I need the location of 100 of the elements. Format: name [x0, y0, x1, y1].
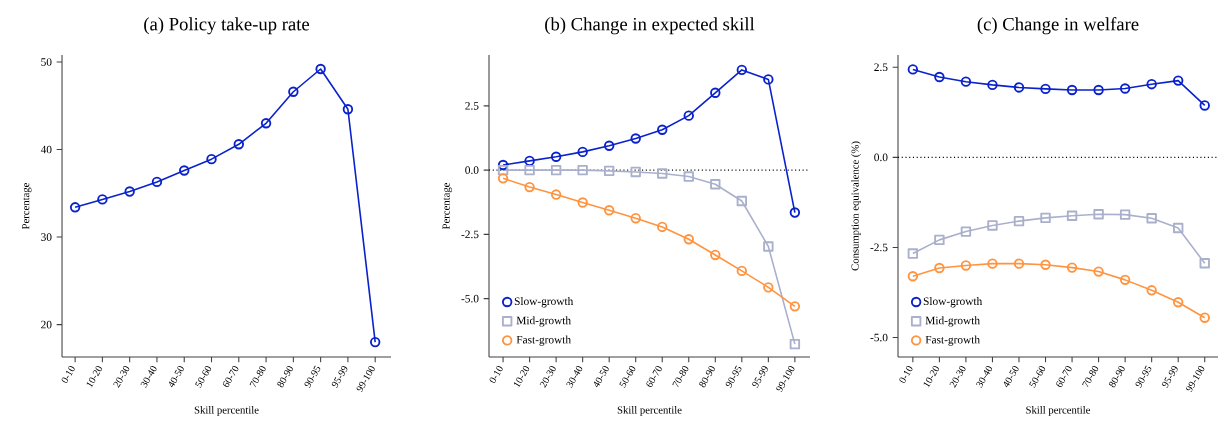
- point: [603, 140, 615, 151]
- point: [1013, 215, 1025, 227]
- point: [1146, 213, 1157, 224]
- point: [550, 151, 562, 162]
- point: [151, 176, 163, 188]
- point: [497, 159, 509, 171]
- legend-label: Mid-growth: [516, 316, 571, 327]
- point: [497, 164, 509, 176]
- point: [603, 205, 615, 216]
- point: [960, 76, 972, 87]
- chart-title: (a) Policy take-up rate: [144, 17, 310, 35]
- point: [736, 64, 748, 76]
- point: [763, 74, 774, 85]
- y-tick-label: 30: [41, 233, 52, 241]
- y-tick-label: 40: [40, 145, 52, 154]
- point: [630, 166, 641, 178]
- point: [1172, 222, 1184, 234]
- point: [960, 226, 972, 237]
- y-tick-label: 50: [41, 58, 52, 66]
- y-axis-title: Percentage: [442, 182, 452, 230]
- point: [577, 164, 588, 176]
- x-axis-title: Skill percentile: [1026, 406, 1091, 416]
- point: [1119, 83, 1131, 94]
- point: [683, 234, 694, 245]
- point: [657, 221, 668, 233]
- point: [1146, 78, 1157, 90]
- y-axis-title: Percentage: [22, 182, 32, 230]
- point: [987, 258, 998, 269]
- legend-label: Fast-growth: [516, 335, 571, 346]
- y-tick-label: 20: [41, 320, 52, 329]
- point: [1146, 285, 1157, 296]
- x-axis-title: Skill percentile: [194, 406, 259, 416]
- point: [603, 165, 615, 177]
- point: [987, 220, 998, 231]
- y-tick-label: 2.5: [874, 63, 888, 72]
- point: [960, 260, 972, 271]
- point: [934, 262, 945, 274]
- point: [907, 248, 919, 259]
- point: [97, 194, 108, 205]
- point: [1119, 274, 1131, 286]
- point: [630, 133, 641, 144]
- point: [1013, 82, 1025, 93]
- point: [550, 189, 562, 200]
- point: [710, 87, 721, 98]
- point: [524, 164, 535, 176]
- point: [657, 124, 668, 135]
- point: [260, 118, 272, 129]
- chart-title: (b) Change in expected skill: [545, 17, 755, 35]
- point: [206, 153, 217, 165]
- point: [1040, 259, 1051, 270]
- y-tick-label: 0.0: [874, 153, 888, 162]
- point: [1172, 297, 1184, 308]
- point: [124, 186, 135, 197]
- point: [789, 338, 801, 350]
- point: [1040, 83, 1051, 95]
- point: [987, 79, 998, 91]
- point: [710, 179, 721, 190]
- point: [342, 104, 354, 115]
- point: [1199, 258, 1210, 269]
- point: [577, 197, 588, 208]
- point: [1172, 75, 1184, 86]
- point: [1040, 212, 1051, 224]
- x-tick-label: 0-10: [61, 365, 75, 383]
- point: [1066, 210, 1078, 221]
- y-tick-label: 0.0: [465, 166, 479, 174]
- point: [1013, 258, 1025, 269]
- point: [683, 110, 694, 121]
- point: [577, 146, 588, 158]
- point: [907, 64, 919, 75]
- y-tick-label: -2.5: [870, 243, 888, 252]
- point: [934, 234, 945, 246]
- point: [789, 301, 801, 312]
- point: [1093, 84, 1104, 96]
- x-tick-label: 0-10: [899, 365, 913, 383]
- point: [1119, 209, 1131, 220]
- point: [69, 202, 81, 213]
- y-tick-label: -5.0: [870, 333, 888, 342]
- point: [657, 168, 668, 179]
- point: [1093, 209, 1104, 220]
- point: [736, 195, 748, 207]
- point: [1199, 312, 1210, 323]
- point: [736, 265, 748, 277]
- point: [315, 63, 326, 75]
- point: [550, 164, 562, 176]
- point: [763, 282, 774, 293]
- y-tick-label: -2.5: [461, 230, 479, 239]
- point: [288, 86, 299, 97]
- y-axis-title: Consumption equivalence (%): [851, 141, 861, 271]
- y-tick-label: -5.0: [461, 294, 479, 303]
- legend-label: Mid-growth: [925, 316, 980, 327]
- point: [1199, 100, 1210, 111]
- point: [524, 181, 535, 193]
- point: [907, 271, 919, 282]
- legend-label: Slow-growth: [923, 297, 983, 308]
- legend-label: Fast-growth: [925, 335, 980, 346]
- chart-title: (c) Change in welfare: [977, 17, 1139, 35]
- point: [1066, 262, 1078, 273]
- point: [1066, 84, 1078, 96]
- y-tick-label: 2.5: [465, 102, 479, 110]
- legend-label: Slow-growth: [514, 297, 574, 308]
